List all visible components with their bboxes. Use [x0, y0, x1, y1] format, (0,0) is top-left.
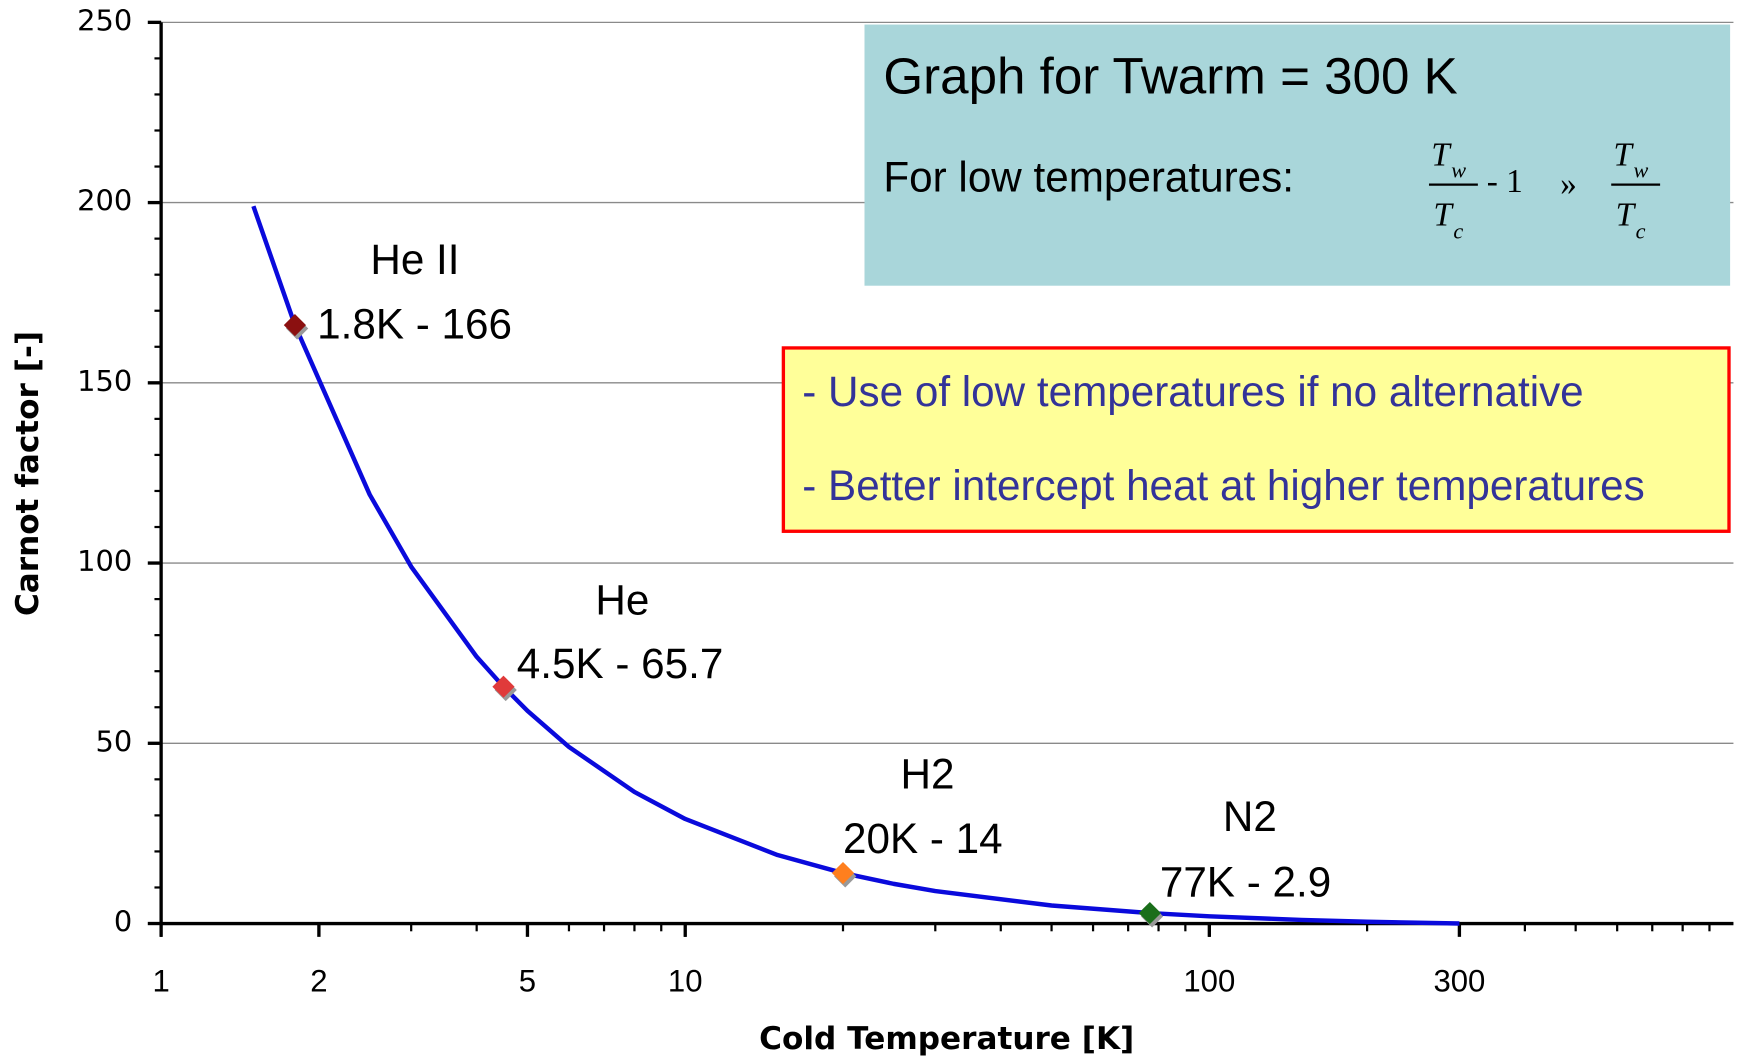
marker [283, 314, 307, 337]
x-tick-label: 100 [1183, 964, 1235, 999]
point-label: 77K - 2.9 [1160, 858, 1331, 905]
plot-area: 0 50 100 150 200 250 1 2 5 10 100 300 He II 1.8K - 16… [77, 3, 1734, 999]
formula-t: T [1613, 137, 1634, 174]
point-name: He II [370, 236, 459, 283]
formula-sub: c [1453, 219, 1463, 244]
formula-t: T [1431, 137, 1452, 174]
formula-sub: w [1633, 157, 1648, 182]
y-tick-label: 0 [114, 905, 132, 939]
formula-sub: c [1636, 219, 1646, 244]
x-axis-title: Cold Temperature [K] [759, 1021, 1134, 1057]
point-name: H2 [900, 751, 954, 798]
x-tick-label: 300 [1433, 964, 1485, 999]
info-text: For low temperatures: [883, 153, 1294, 200]
note-line: - Use of low temperatures if no alternat… [802, 368, 1583, 415]
y-tick-label: 50 [95, 724, 132, 758]
marker [831, 861, 855, 885]
note-box-bg [781, 346, 1731, 533]
note-line: - Better intercept heat at higher temper… [802, 462, 1644, 509]
marker [492, 675, 515, 698]
y-tick-label: 250 [77, 3, 132, 37]
x-tick-label: 10 [668, 964, 703, 999]
formula-approx: » [1560, 165, 1577, 202]
point-name: He [595, 577, 649, 624]
line [251, 205, 1460, 926]
point-name: N2 [1223, 793, 1277, 840]
y-axis-title: Carnot factor [-] [10, 331, 46, 616]
formula-t: T [1616, 197, 1637, 234]
note-box: - Use of low temperatures if no alternat… [781, 346, 1731, 533]
info-title: Graph for Twarm = 300 K [883, 48, 1457, 105]
point-label: 4.5K - 65.7 [517, 640, 724, 687]
x-tick-label: 1 [152, 964, 169, 999]
formula-sub: w [1451, 157, 1466, 182]
info-box-bg [864, 24, 1731, 286]
y-tick-label: 100 [77, 544, 132, 578]
formula-minus: - 1 [1487, 163, 1523, 200]
point-label: 1.8K - 166 [317, 301, 512, 348]
point-label: 20K - 14 [843, 815, 1003, 862]
formula-t: T [1433, 197, 1454, 234]
marker [1138, 901, 1161, 925]
x-tick-label: 2 [310, 964, 327, 999]
y-tick-label: 150 [77, 364, 132, 398]
x-tick-label: 5 [519, 964, 536, 999]
y-tick-label: 200 [77, 184, 132, 218]
info-box: Graph for Twarm = 300 K For low temperat… [864, 24, 1731, 286]
